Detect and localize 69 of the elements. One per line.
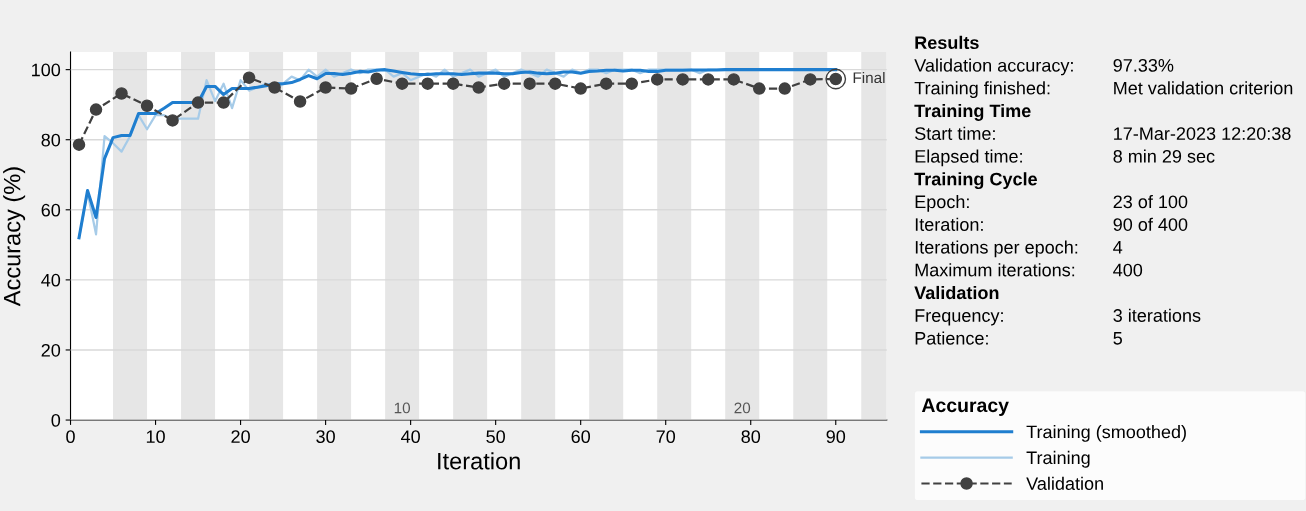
point: [472, 81, 485, 94]
legend-label: Training: [1026, 450, 1090, 468]
annotation: Final: [853, 71, 885, 84]
point: [242, 71, 256, 84]
point: [395, 77, 409, 90]
point: [574, 82, 587, 95]
x-tick-label: 0: [66, 430, 75, 444]
text: Epoch: 23 of 100: [915, 194, 1188, 212]
x-tick-label: 20: [231, 430, 250, 444]
text: Training Time: [914, 103, 1031, 121]
point: [548, 77, 562, 90]
x-tick-label: 10: [146, 430, 165, 444]
band-label: 10: [394, 402, 411, 414]
point: [115, 87, 128, 100]
y-axis-title: Accuracy (%): [3, 167, 26, 307]
point: [752, 82, 766, 95]
x-tick-label: 50: [486, 430, 505, 444]
point: [421, 77, 434, 90]
y-tick-label: 40: [41, 273, 61, 287]
point: [701, 73, 715, 86]
point: [89, 103, 103, 116]
point: [446, 77, 460, 90]
point: [72, 138, 86, 151]
point: [370, 72, 383, 86]
point: [650, 73, 664, 86]
x-tick-label: 60: [571, 430, 591, 444]
x-axis-title: Iteration: [438, 452, 520, 470]
text: Frequency: 3 iterations: [915, 308, 1201, 326]
text: Results: [915, 35, 979, 50]
x-tick-label: 30: [316, 430, 335, 444]
text: Elapsed time: 8 min 29 sec: [915, 149, 1215, 167]
x-tick-label: 70: [656, 430, 676, 444]
point: [191, 96, 205, 109]
text: Validation: [914, 285, 999, 300]
y-tick-label: 100: [32, 63, 61, 77]
y-tick-label: 80: [41, 133, 61, 147]
point: [319, 81, 332, 94]
text: Training Cycle: [914, 172, 1037, 190]
legend-label: Validation: [1026, 476, 1103, 490]
point: [778, 82, 791, 95]
x-tick-label: 40: [401, 430, 420, 444]
y-tick-label: 60: [41, 203, 61, 217]
point: [140, 99, 154, 112]
point: [166, 114, 179, 127]
point: [268, 81, 281, 94]
legend-label: Training (smoothed): [1026, 425, 1186, 442]
x-tick-label: 80: [741, 430, 761, 444]
point: [803, 73, 817, 86]
text: Patience: 5: [915, 331, 1122, 345]
text: Maximum iterations: 400: [915, 263, 1143, 277]
point: [293, 95, 307, 108]
point: [727, 73, 740, 86]
point: [523, 77, 536, 90]
legend-title: Accuracy: [921, 398, 1009, 416]
point: [676, 73, 689, 86]
point: [625, 77, 638, 90]
x-tick-label: 90: [826, 430, 846, 444]
point: [497, 77, 511, 90]
band-label: 20: [734, 402, 751, 414]
point: [599, 77, 613, 90]
y-tick-label: 20: [41, 343, 61, 357]
text: Validation accuracy: 97.33%: [914, 58, 1174, 76]
point: [217, 96, 230, 109]
y-tick-label: 0: [51, 413, 61, 427]
point: [344, 82, 358, 95]
text: Training finished: Met validation criterion: [914, 81, 1293, 99]
text: Iteration: 90 of 400: [915, 217, 1188, 231]
text: Iterations per epoch: 4: [915, 240, 1123, 258]
text: Start time: 17-Mar-2023 12:20:38: [915, 126, 1291, 140]
